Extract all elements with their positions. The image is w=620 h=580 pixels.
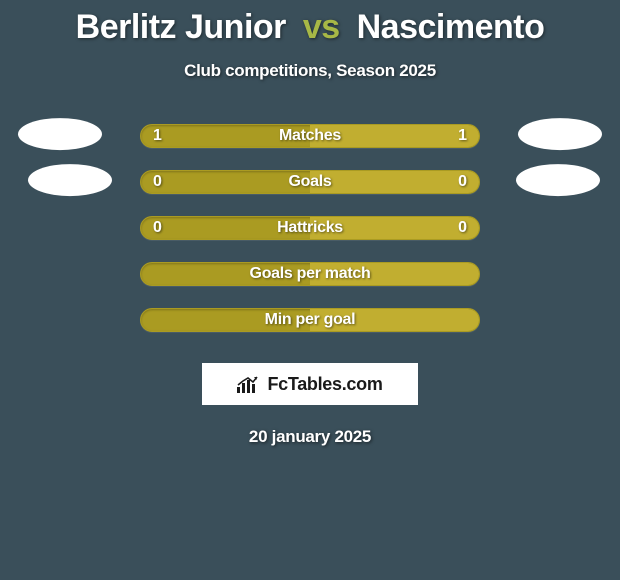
player1-name: Berlitz Junior bbox=[76, 8, 286, 46]
stat-value-left: 0 bbox=[153, 173, 162, 191]
avatar-left bbox=[18, 118, 102, 150]
stat-bar: 0 Goals 0 bbox=[140, 170, 480, 194]
stat-value-left: 1 bbox=[153, 127, 162, 145]
stat-row-gpm: Goals per match bbox=[0, 251, 620, 297]
stat-bar: Goals per match bbox=[140, 262, 480, 286]
stats-area: 1 Matches 1 0 Goals 0 0 Hattricks 0 bbox=[0, 113, 620, 343]
avatar-right bbox=[516, 164, 600, 196]
stat-bar: Min per goal bbox=[140, 308, 480, 332]
subtitle: Club competitions, Season 2025 bbox=[0, 61, 620, 81]
avatar-right bbox=[518, 118, 602, 150]
stat-bar: 1 Matches 1 bbox=[140, 124, 480, 148]
stat-value-right: 1 bbox=[458, 127, 467, 145]
stat-row-goals: 0 Goals 0 bbox=[0, 159, 620, 205]
player2-name: Nascimento bbox=[357, 8, 545, 46]
brand-logo-text: FcTables.com bbox=[267, 374, 382, 395]
brand-logo-box[interactable]: FcTables.com bbox=[202, 363, 418, 405]
stat-label: Min per goal bbox=[265, 311, 356, 329]
stat-row-mpg: Min per goal bbox=[0, 297, 620, 343]
stat-value-right: 0 bbox=[458, 219, 467, 237]
page-title: Berlitz Junior vs Nascimento bbox=[0, 8, 620, 47]
stat-bar: 0 Hattricks 0 bbox=[140, 216, 480, 240]
date-label: 20 january 2025 bbox=[0, 427, 620, 447]
stat-row-hattricks: 0 Hattricks 0 bbox=[0, 205, 620, 251]
chart-icon bbox=[237, 375, 259, 393]
stat-label: Goals bbox=[289, 173, 332, 191]
stat-row-matches: 1 Matches 1 bbox=[0, 113, 620, 159]
stat-label: Matches bbox=[279, 127, 341, 145]
stat-label: Goals per match bbox=[250, 265, 371, 283]
stat-value-left: 0 bbox=[153, 219, 162, 237]
vs-label: vs bbox=[303, 8, 340, 46]
stat-label: Hattricks bbox=[277, 219, 343, 237]
avatar-left bbox=[28, 164, 112, 196]
stat-value-right: 0 bbox=[458, 173, 467, 191]
comparison-widget: Berlitz Junior vs Nascimento Club compet… bbox=[0, 0, 620, 447]
